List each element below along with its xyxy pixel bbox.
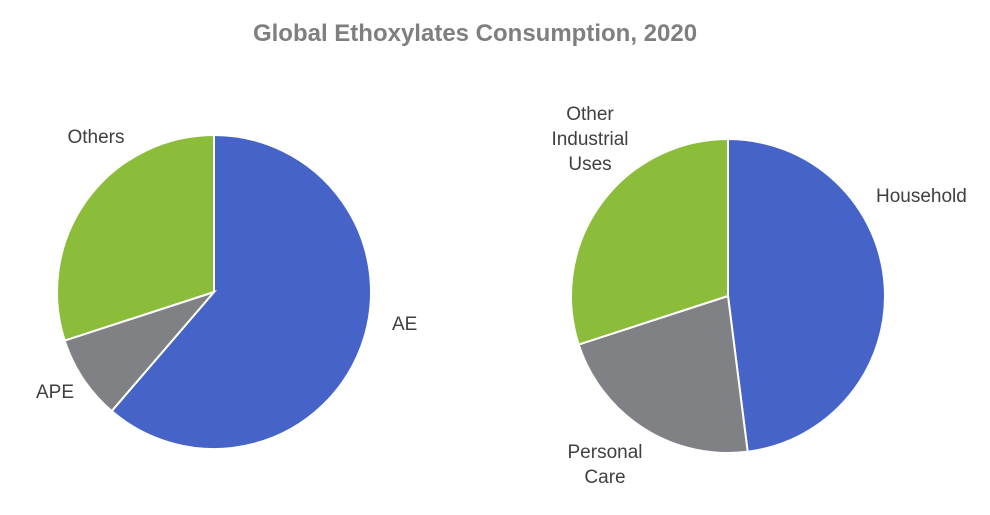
pie-slice-personal-care	[577, 294, 749, 454]
slice-label-other-industrial-uses: Other Industrial Uses	[551, 104, 628, 175]
pie-slice-ae	[110, 133, 372, 450]
slice-label-others: Others	[67, 127, 124, 148]
pie-slice-ape	[63, 289, 218, 413]
pie-slice-household	[727, 137, 886, 453]
pie-slice-others	[56, 133, 215, 342]
slice-label-ae: AE	[392, 314, 417, 335]
pie-chart-right: Household Personal Care Other Industrial Uses	[551, 104, 966, 488]
slice-label-household: Household	[876, 186, 967, 207]
pie-slice-other-industrial-uses	[570, 137, 729, 346]
pie-chart-left: AE APE Others	[36, 127, 417, 450]
slice-label-personal-care: Personal Care	[568, 442, 643, 488]
chart-title: Global Ethoxylates Consumption, 2020	[252, 20, 698, 47]
slice-label-ape: APE	[36, 382, 74, 403]
